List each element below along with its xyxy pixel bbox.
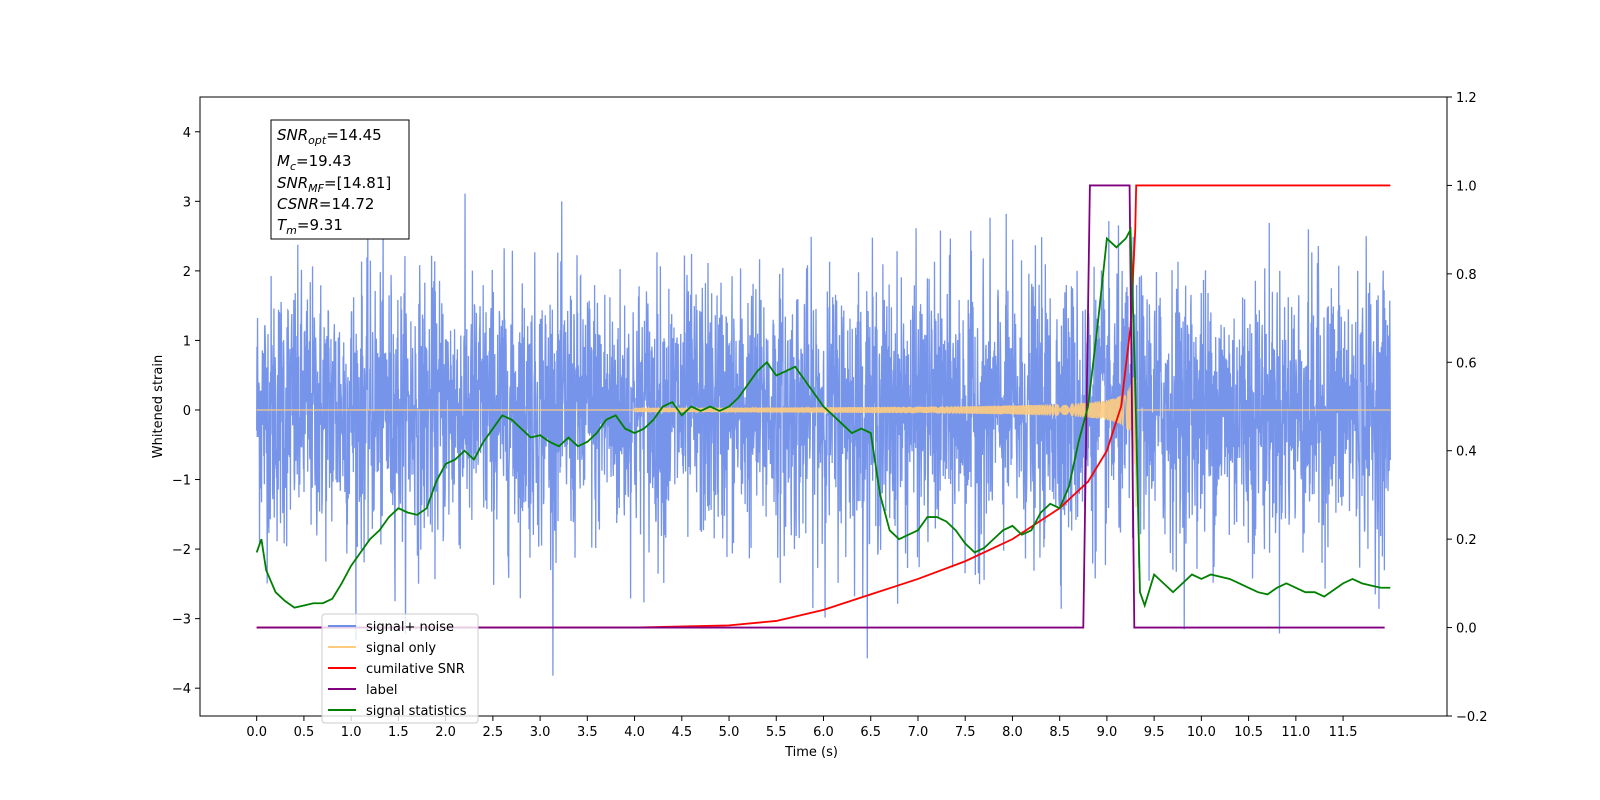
x-tick-label: 6.5 — [860, 725, 881, 740]
series-signal-statistics — [255, 226, 1391, 609]
x-tick-label: 3.0 — [530, 725, 551, 740]
y2-tick-label: 1.0 — [1456, 179, 1477, 194]
x-tick-label: 2.0 — [435, 725, 456, 740]
legend-label: cumilative SNR — [366, 662, 465, 677]
x-tick-label: 1.0 — [341, 725, 362, 740]
x-tick-label: 9.5 — [1144, 725, 1165, 740]
series-signal-only — [256, 377, 1391, 508]
legend-label: label — [366, 683, 397, 698]
y2-tick-label: 0.4 — [1456, 445, 1477, 460]
x-tick-label: 5.5 — [766, 725, 787, 740]
stats-annotation-box: SNRopt=14.45 Mc=19.43SNRMF=[14.81]CSNR=14… — [270, 119, 410, 240]
y-axis-label: Whitened strain — [151, 355, 166, 458]
x-tick-label: 5.0 — [719, 725, 740, 740]
x-tick-label: 7.0 — [908, 725, 929, 740]
y2-tick-label: −0.2 — [1456, 710, 1488, 725]
x-tick-label: 2.5 — [483, 725, 504, 740]
x-axis-label: Time (s) — [784, 745, 838, 760]
x-tick-label: 4.5 — [671, 725, 692, 740]
annotation-line: Tm=9.31 — [277, 216, 343, 237]
y-tick-label: 1 — [183, 334, 191, 349]
annotation-frame — [270, 119, 410, 240]
legend-label: signal only — [366, 641, 436, 656]
y-tick-label: 2 — [183, 265, 191, 280]
x-tick-label: 10.0 — [1187, 725, 1216, 740]
legend-frame — [321, 613, 479, 724]
x-tick-label: 4.0 — [624, 725, 645, 740]
annotation-line: SNRMF=[14.81] — [277, 174, 391, 195]
x-tick-label: 0.5 — [294, 725, 315, 740]
y-tick-label: 3 — [183, 195, 191, 210]
x-tick-label: 6.0 — [813, 725, 834, 740]
x-tick-label: 1.5 — [388, 725, 409, 740]
series-signal-noise — [256, 193, 1391, 676]
annotation-line: SNRopt=14.45 — [277, 126, 382, 147]
x-tick-label: 11.0 — [1281, 725, 1310, 740]
y-tick-label: −2 — [172, 543, 191, 558]
x-tick-label: 8.5 — [1049, 725, 1070, 740]
y2-tick-label: 0.2 — [1456, 533, 1477, 548]
x-tick-label: 9.0 — [1097, 725, 1118, 740]
legend-label: signal+ noise — [366, 620, 454, 635]
x-tick-label: 7.5 — [955, 725, 976, 740]
legend: signal+ noise signal only cumilative SNR la… — [321, 613, 479, 724]
y-tick-label: 4 — [183, 126, 191, 141]
annotation-line: Mc=19.43 — [277, 152, 352, 173]
y2-tick-label: 0.0 — [1456, 622, 1477, 637]
y2-tick-label: 0.6 — [1456, 356, 1477, 371]
x-tick-label: 3.5 — [577, 725, 598, 740]
x-tick-label: 0.0 — [246, 725, 267, 740]
x-tick-label: 8.0 — [1002, 725, 1023, 740]
y2-tick-label: 1.2 — [1456, 91, 1477, 106]
y-tick-label: −4 — [172, 682, 191, 697]
x-tick-label: 11.5 — [1329, 725, 1358, 740]
axes: 0.0 0.5 1.0 1.5 2.0 2.5 3.0 3.5 4.0 4.5 5.0 5.5 6.0 6… — [151, 91, 1488, 760]
series-label — [256, 184, 1385, 629]
legend-label: signal statistics — [366, 704, 467, 719]
y2-tick-label: 0.8 — [1456, 268, 1477, 283]
x-tick-label: 10.5 — [1234, 725, 1263, 740]
y-tick-label: −3 — [172, 613, 191, 628]
y-tick-label: 0 — [183, 404, 191, 419]
y-tick-label: −1 — [172, 474, 191, 489]
plot-area — [255, 184, 1391, 676]
annotation-line: CSNR=14.72 — [277, 195, 374, 213]
